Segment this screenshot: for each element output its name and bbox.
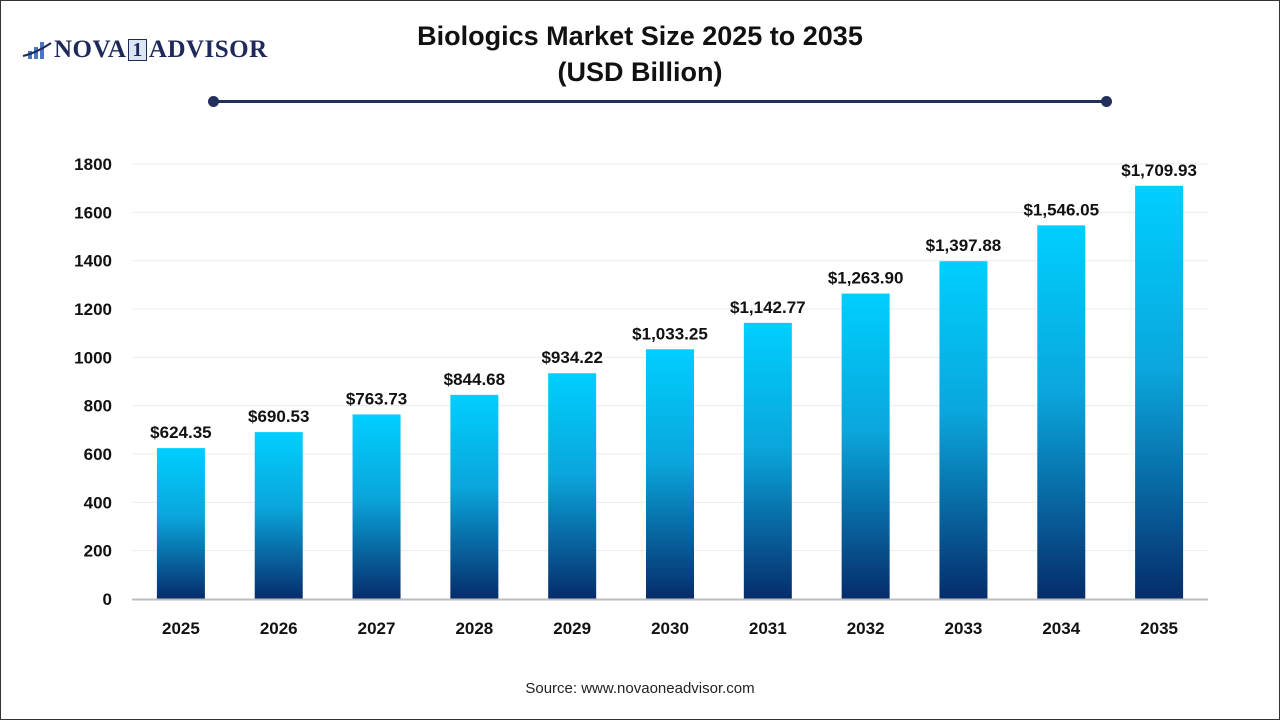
data-label: $690.53: [248, 407, 309, 426]
bar-2033: [939, 261, 988, 599]
x-tick-label: 2027: [358, 619, 396, 638]
logo: NOVA 1 ADVISOR: [22, 36, 268, 64]
y-tick-label: 0: [103, 590, 112, 609]
y-tick-label: 1600: [74, 203, 112, 222]
logo-text-nova: NOVA: [54, 36, 127, 63]
data-label: $1,397.88: [926, 236, 1002, 255]
logo-text-advisor: ADVISOR: [148, 36, 268, 63]
bar-2026: [254, 432, 303, 599]
title-rule-dot-right: [1101, 96, 1112, 107]
bar-2031: [743, 322, 792, 599]
y-tick-label: 200: [84, 542, 112, 561]
source-note: Source: www.novaoneadvisor.com: [525, 680, 755, 697]
y-tick-label: 800: [84, 397, 112, 416]
y-tick-label: 600: [84, 445, 112, 464]
data-label: $1,142.77: [730, 298, 806, 317]
y-tick-label: 1000: [74, 348, 112, 367]
chart-title: Biologics Market Size 2025 to 2035 (USD …: [0, 18, 1280, 90]
x-tick-label: 2035: [1140, 619, 1178, 638]
title-rule: [213, 100, 1106, 103]
title-rule-dot-left: [208, 96, 219, 107]
bar-2028: [450, 394, 499, 599]
bar-2027: [352, 414, 401, 599]
bar-2030: [646, 349, 694, 599]
x-tick-label: 2026: [260, 619, 298, 638]
x-tick-label: 2030: [651, 619, 689, 638]
logo-bars-icon: [22, 42, 52, 59]
data-label: $763.73: [346, 389, 407, 408]
data-label: $1,709.93: [1121, 161, 1197, 180]
bar-2035: [1135, 185, 1184, 600]
y-tick-label: 1400: [74, 252, 112, 271]
chart-title-line1: Biologics Market Size 2025 to 2035: [417, 21, 863, 51]
y-tick-label: 1200: [74, 300, 112, 319]
chart-title-line2: (USD Billion): [557, 57, 723, 87]
bar-2032: [841, 293, 890, 599]
x-tick-label: 2034: [1042, 619, 1080, 638]
x-tick-label: 2032: [847, 619, 885, 638]
y-tick-label: 1800: [74, 155, 112, 174]
data-label: $1,546.05: [1023, 200, 1099, 219]
x-tick-label: 2033: [945, 619, 983, 638]
bar-2025: [156, 448, 205, 599]
x-tick-label: 2031: [749, 619, 787, 638]
x-tick-label: 2025: [162, 619, 200, 638]
data-label: $1,033.25: [632, 324, 708, 343]
logo-text-one: 1: [128, 39, 147, 61]
bar-2029: [548, 373, 597, 599]
data-label: $844.68: [444, 370, 505, 389]
data-label: $624.35: [150, 423, 211, 442]
x-tick-label: 2029: [553, 619, 591, 638]
bar-2034: [1037, 225, 1086, 599]
data-label: $1,263.90: [828, 269, 904, 288]
x-tick-label: 2028: [455, 619, 493, 638]
y-tick-label: 400: [84, 493, 112, 512]
data-label: $934.22: [541, 348, 602, 367]
